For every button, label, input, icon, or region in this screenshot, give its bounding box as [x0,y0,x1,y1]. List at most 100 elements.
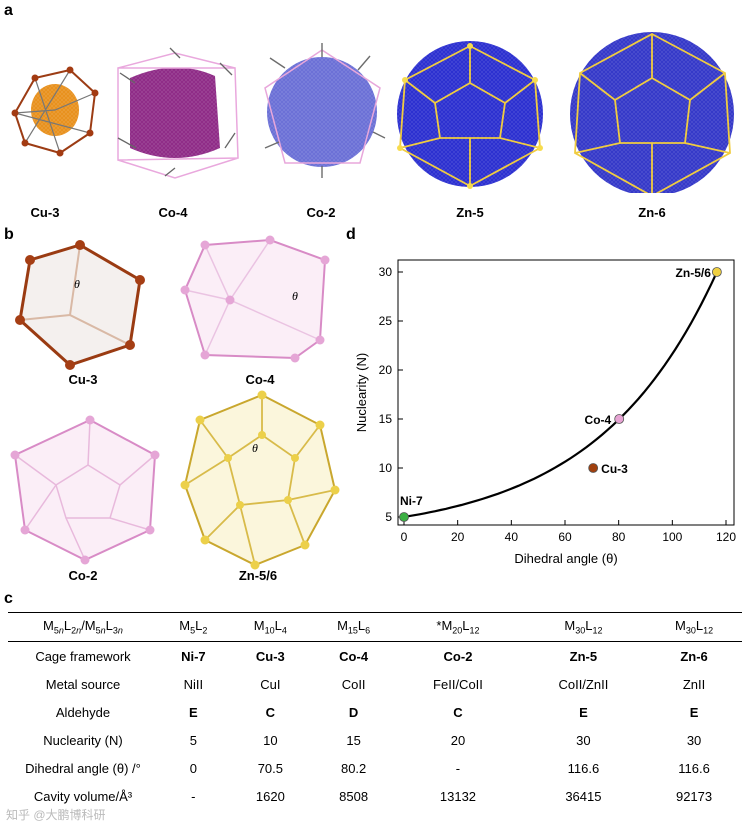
panel-b-frameworks: θ θ θ [10,235,340,570]
table-cell: Co-4 [339,648,369,664]
table-cell: FeII/CoII [433,676,483,692]
table-header-label: M5nL2n/M5nL3n [8,612,158,642]
plot-frame [397,259,735,526]
table-cell: 36415 [565,788,602,804]
panel-letter-a: a [4,2,13,19]
table-cell: 30 [686,732,702,748]
table-cell: C [453,704,463,720]
data-point [711,267,722,277]
table-cell: E [189,704,198,720]
table-header-row: M5nL2n/M5nL3n M5L2 M10L4 M15L6 *M20L12 M… [8,612,742,642]
table-cell: 5 [189,732,197,748]
table-row-label: Nuclearity (N) [43,732,123,748]
table-header-cell: M10L4 [228,612,312,642]
watermark: 知乎 @大鹏博科研 [6,808,106,822]
x-tick-label: 100 [662,530,682,544]
y-tick-label: 25 [379,314,393,328]
table-cell: 8508 [339,788,369,804]
table-row: Nuclearity (N) 5 10 15 20 30 30 [8,726,742,754]
table-header-cell: *M20L12 [395,612,521,642]
cage-co4-render [117,47,239,179]
table-cell: 20 [450,732,466,748]
table-row-label: Cavity volume/Å³ [33,788,133,804]
panel-letter-b: b [4,226,14,243]
data-point-label: Zn-5/6 [676,266,712,280]
table-cell: 1620 [255,788,285,804]
y-tick-label: 10 [379,461,393,475]
table-cell: Zn-6 [680,648,708,664]
data-point-label: Ni-7 [400,494,423,508]
table-cell: 15 [346,732,361,748]
theta-label-co4: θ [292,289,298,303]
table-row: Cavity volume/Å³ - 1620 8508 13132 36415 92173 [8,782,742,810]
cage-label-cu3: Cu-3 [30,205,60,220]
x-tick-label: 40 [505,530,519,544]
cage-co2-render [264,43,386,178]
data-point [614,414,625,424]
cage-zn6-render [570,32,734,193]
table-cell: Co-2 [443,648,473,664]
table-header-cell: M15L6 [311,612,396,642]
y-axis-label: Nuclearity (N) [354,353,369,432]
table-cell: - [191,788,196,804]
data-point [588,463,599,473]
framework-co4: θ [180,235,330,363]
framework-label-cu3: Cu-3 [68,372,98,387]
cage-label-zn5: Zn-5 [456,205,484,220]
table-cell: Zn-5 [569,648,598,664]
framework-label-zn56: Zn-5/6 [238,568,278,583]
table-header-cell: M30L12 [520,612,647,642]
y-tick-label: 5 [385,510,392,524]
y-tick-label: 20 [379,363,393,377]
theta-label-cu3: θ [74,277,80,291]
table-cell: 116.6 [567,760,600,776]
table-cell: CuI [260,676,281,692]
table-cell: 10 [263,732,278,748]
table-cell: 70.5 [257,760,283,776]
panel-a-cages [11,32,734,193]
panel-letter-c: c [4,590,13,607]
table-row: Aldehyde E C D C E E [8,698,742,726]
table-row-label: Aldehyde [55,704,111,720]
framework-co2 [10,415,160,565]
table-row-label: Dihedral angle (θ) /° [25,760,141,776]
table-cell: 92173 [675,788,713,804]
theta-label-zn56: θ [252,441,258,455]
data-table: M5nL2n/M5nL3n M5L2 M10L4 M15L6 *M20L12 M… [8,612,742,810]
table-cell: 116.6 [678,760,710,776]
table-cell: Cu-3 [255,648,285,664]
framework-zn56: θ [180,390,340,570]
table-cell: E [579,704,588,720]
cage-zn5-render [397,41,543,189]
table-cell: 0 [189,760,197,776]
x-tick-label: 120 [716,530,736,544]
x-tick-label: 0 [401,530,408,544]
table-cell: E [689,704,699,720]
table-row: Cage framework Ni-7 Cu-3 Co-4 Co-2 Zn-5 Zn-6 [8,642,742,671]
y-tick-label: 15 [379,412,393,426]
cage-label-co2: Co-2 [306,205,336,220]
table-cell: D [348,704,359,720]
cage-label-co4: Co-4 [158,205,188,220]
data-point-label: Cu-3 [601,462,628,476]
data-point [399,512,409,522]
table-header-cell: M30L12 [646,612,742,642]
table-cell: CoII/ZnII [558,676,609,692]
table-cell: CoII [341,676,366,692]
table-cell: Ni-7 [181,648,206,664]
panel-letter-d: d [346,226,356,243]
framework-label-co2: Co-2 [68,568,98,583]
table-header-cell: M5L2 [158,612,229,642]
table-cell: C [265,704,276,720]
x-axis-label: Dihedral angle (θ) [514,551,617,566]
x-tick-label: 80 [612,530,626,544]
y-tick-label: 30 [379,265,393,279]
table-row: Metal source NiII CuI CoII FeII/CoII CoII/ZnI… [8,670,742,698]
table-cell: NiII [183,676,204,692]
x-tick-label: 60 [558,530,572,544]
table-row: Dihedral angle (θ) /° 0 70.5 80.2 - 116.6 116.… [8,754,742,782]
fit-curve [403,271,718,519]
table-row-label: Cage framework [35,648,131,664]
cage-cu3-render [11,66,99,157]
panel-d-chart: 0 20 40 60 80 100 120 5 10 15 20 25 30 Ni-7 Cu-3 Co-4… [354,259,736,566]
